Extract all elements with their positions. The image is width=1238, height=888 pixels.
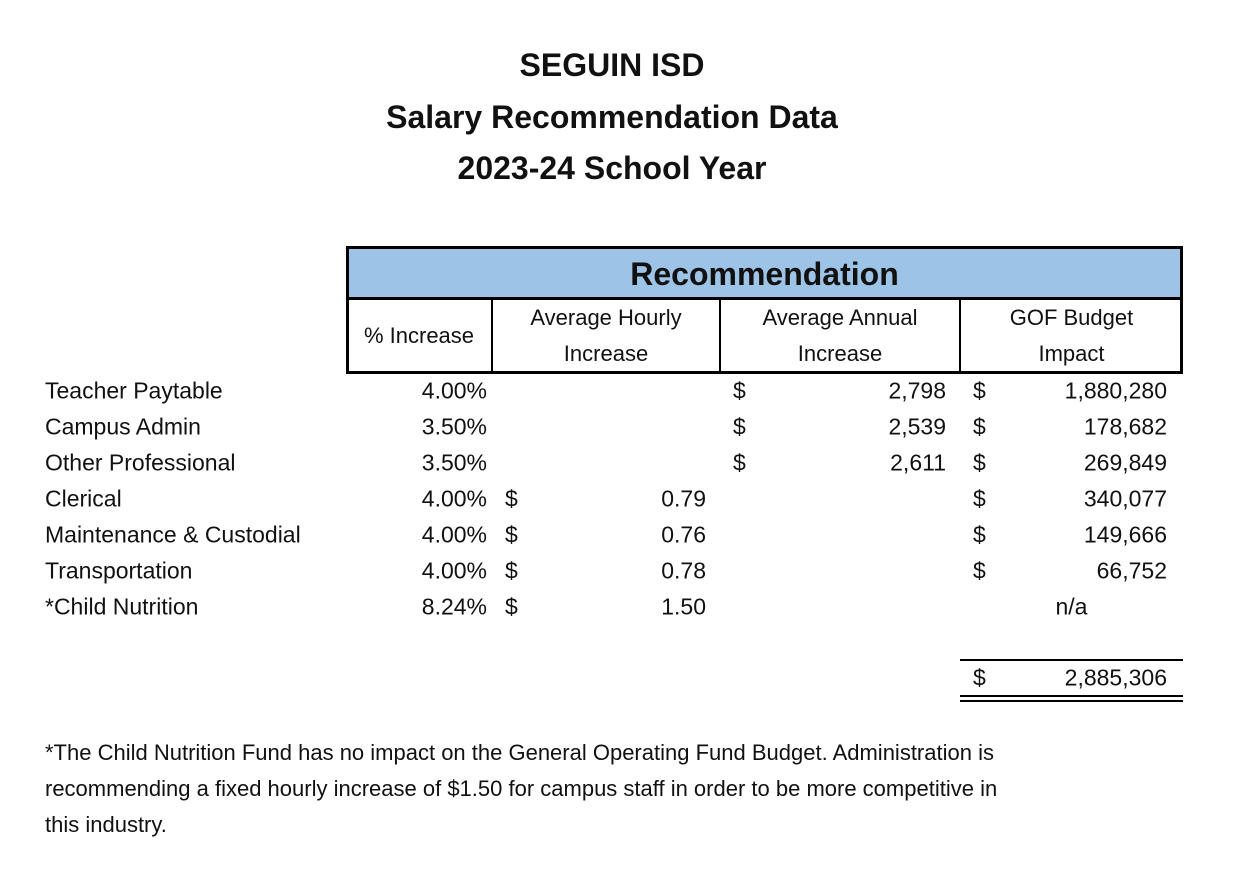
title-line: SEGUIN ISD: [519, 47, 705, 83]
currency-sign: $: [973, 485, 986, 512]
footnote-line: recommending a fixed hourly increase of …: [45, 776, 998, 801]
column-header: Average Hourly Increase: [530, 305, 682, 366]
annual-increase: 2,798: [888, 377, 946, 404]
column-header: % Increase: [363, 323, 475, 348]
title-line: 2023-24 School Year: [457, 150, 767, 186]
currency-sign: $: [733, 377, 746, 404]
total-rule: [960, 659, 1183, 661]
percent-increase: 4.00%: [421, 557, 487, 584]
percent-increase: 4.00%: [421, 485, 487, 512]
title-line: Salary Recommendation Data: [386, 99, 838, 135]
hourly-increase: 0.78: [661, 557, 706, 584]
currency-sign: $: [505, 557, 518, 584]
hourly-increase: 0.76: [661, 521, 706, 548]
gof-impact: 340,077: [1083, 485, 1167, 512]
currency-sign: $: [973, 521, 986, 548]
currency-sign: $: [973, 413, 986, 440]
col-divider: [719, 297, 721, 373]
total-double-rule: [960, 695, 1183, 697]
percent-increase: 8.24%: [421, 593, 487, 620]
footnote-line: *The Child Nutrition Fund has no impact …: [45, 740, 994, 765]
gof-impact: 178,682: [1083, 413, 1167, 440]
hourly-increase: 0.79: [661, 485, 706, 512]
total-double-rule: [960, 700, 1183, 702]
annual-increase: 2,611: [890, 449, 946, 476]
annual-increase: 2,539: [888, 413, 946, 440]
total-gof-impact: 2,885,306: [1064, 664, 1167, 691]
group-title: Recommendation: [630, 256, 899, 292]
percent-increase: 3.50%: [421, 413, 487, 440]
percent-increase: 4.00%: [421, 521, 487, 548]
currency-sign: $: [973, 557, 986, 584]
column-header: Average Annual Increase: [762, 305, 918, 366]
currency-sign: $: [973, 449, 986, 476]
table-header-band: [346, 246, 1183, 300]
row-label: Campus Admin: [45, 413, 201, 440]
currency-sign: $: [973, 664, 986, 691]
currency-sign: $: [505, 485, 518, 512]
gof-impact: n/a: [1055, 593, 1088, 620]
gof-impact: 66,752: [1096, 557, 1167, 584]
row-label: Teacher Paytable: [45, 377, 223, 404]
currency-sign: $: [505, 521, 518, 548]
row-label: Other Professional: [45, 449, 236, 476]
currency-sign: $: [733, 449, 746, 476]
row-label: Maintenance & Custodial: [45, 521, 301, 548]
currency-sign: $: [973, 377, 986, 404]
gof-impact: 269,849: [1083, 449, 1167, 476]
hourly-increase: 1.50: [661, 593, 706, 620]
percent-increase: 4.00%: [421, 377, 487, 404]
currency-sign: $: [733, 413, 746, 440]
column-header: GOF Budget Impact: [1009, 305, 1134, 366]
currency-sign: $: [505, 593, 518, 620]
row-label: Transportation: [45, 557, 193, 584]
gof-impact: 149,666: [1083, 521, 1167, 548]
col-divider: [959, 297, 961, 373]
footnote-line: this industry.: [45, 812, 167, 837]
percent-increase: 3.50%: [421, 449, 487, 476]
row-label: *Child Nutrition: [45, 593, 199, 620]
gof-impact: 1,880,280: [1064, 377, 1167, 404]
row-label: Clerical: [45, 485, 122, 512]
col-divider: [491, 297, 493, 373]
